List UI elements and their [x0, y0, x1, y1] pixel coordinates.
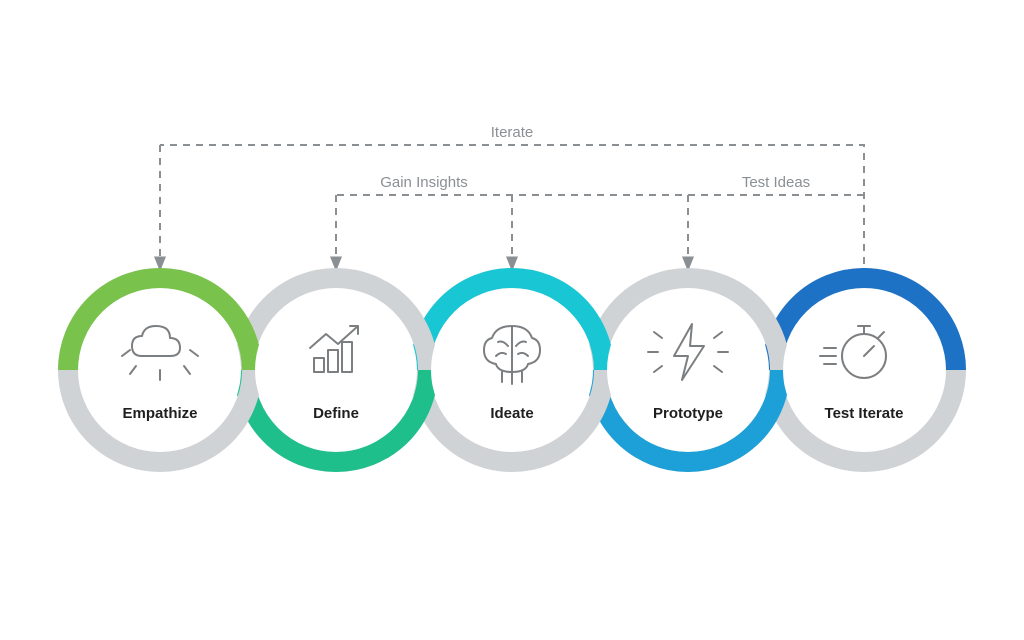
stage-face-test — [783, 289, 945, 451]
stage-label-ideate: Ideate — [490, 405, 533, 422]
feedback-testideas-label: Test Ideas — [742, 174, 810, 191]
stages: Empathize Define Ideate Prototype Test Itera… — [68, 278, 956, 462]
stage-label-prototype: Prototype — [653, 405, 723, 422]
stage-face-define — [255, 289, 417, 451]
feedback-insights-label: Gain Insights — [380, 174, 468, 191]
stage-label-define: Define — [313, 405, 359, 422]
feedback-iterate-label: Iterate — [491, 124, 534, 141]
stage-label-test: Test Iterate — [825, 405, 904, 422]
stage-label-empathize: Empathize — [122, 405, 197, 422]
